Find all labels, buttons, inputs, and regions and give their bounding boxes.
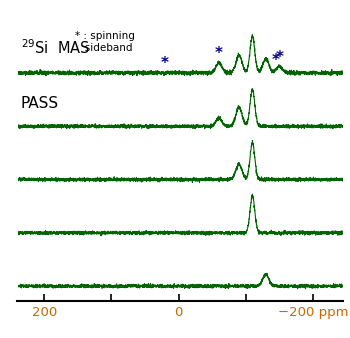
Text: *: * (275, 50, 283, 65)
Text: PASS: PASS (21, 96, 59, 111)
Text: *: * (161, 56, 169, 71)
Text: $^{29}$Si  MAS: $^{29}$Si MAS (21, 39, 90, 57)
Text: *: * (215, 46, 223, 61)
Text: * : spinning
   sideband: * : spinning sideband (75, 31, 134, 53)
Text: *: * (272, 53, 280, 68)
